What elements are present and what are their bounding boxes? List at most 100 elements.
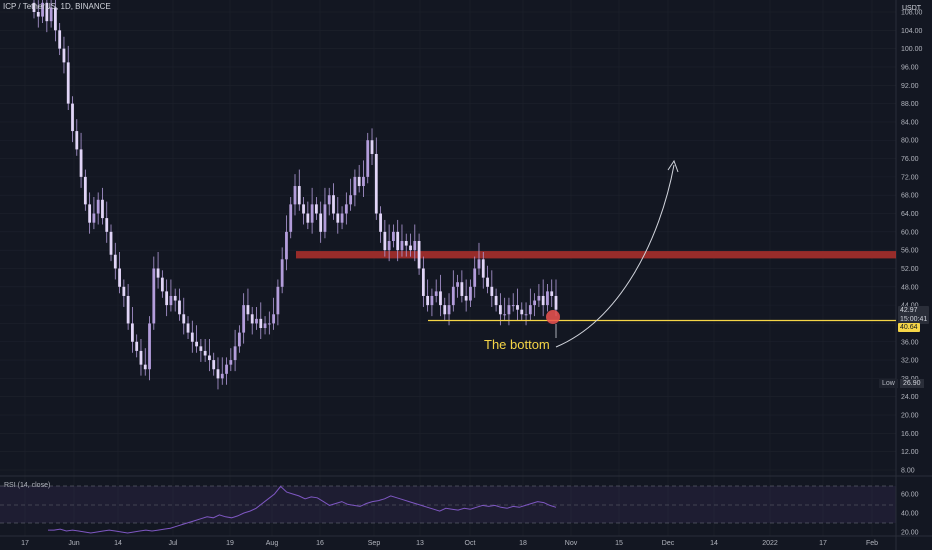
price-tick-label: 108.00 [901, 10, 923, 17]
candle-body [314, 204, 318, 214]
candle-body [267, 323, 271, 325]
candle-body [156, 268, 160, 278]
candle-body [460, 282, 464, 296]
candle-body [332, 195, 335, 214]
candle-body [233, 346, 237, 361]
candle-body [366, 140, 370, 177]
time-tick-label: 17 [819, 540, 827, 547]
candle-body [75, 131, 79, 150]
candle-body [302, 204, 305, 214]
time-tick-label: 13 [416, 540, 424, 547]
candle-body [336, 213, 340, 223]
candle-body [400, 241, 404, 251]
price-axis[interactable]: 8.0012.0016.0020.0024.0028.0032.0036.004… [901, 10, 923, 475]
candle-body [546, 291, 549, 306]
support-price-tag: 40.64 [898, 323, 920, 332]
candle-body [272, 314, 276, 324]
time-axis[interactable]: 17 Jun 14 Jul 19 Aug 16 Sep 13 Oct 18 Nov 15 Dec 14 202… [21, 540, 878, 547]
candle-body [511, 305, 515, 307]
price-tick-label: 100.00 [901, 46, 923, 53]
candle-body [263, 323, 267, 329]
price-tick-label: 32.00 [901, 358, 919, 365]
projection-arrow-head [667, 159, 679, 173]
candle-body [306, 213, 310, 223]
time-tick-label: 17 [21, 540, 29, 547]
candle-body [152, 268, 156, 324]
candle-body [396, 231, 400, 251]
candle-body [237, 332, 241, 347]
time-tick-label: 14 [710, 540, 718, 547]
rsi-indicator-label[interactable]: RSI (14, close) [4, 482, 51, 489]
candle-body [541, 295, 545, 306]
candle-body [486, 277, 489, 287]
candle-body [88, 204, 92, 223]
candle-body [276, 286, 280, 315]
rsi-axis: 60.00 40.00 20.00 [901, 492, 919, 537]
candle-body [131, 323, 134, 342]
candle-body [383, 231, 387, 251]
candle-body [533, 300, 537, 306]
price-tick-label: 56.00 [901, 248, 919, 255]
candle-body [340, 213, 344, 223]
candle-body [434, 291, 438, 296]
time-tick-label: Oct [465, 540, 476, 547]
rsi-tick-label: 20.00 [901, 530, 919, 537]
candle-body [498, 305, 502, 315]
candle-body [417, 241, 421, 269]
candle-body [259, 318, 263, 329]
price-tick-label: 68.00 [901, 193, 919, 200]
time-tick-label: Feb [866, 540, 878, 547]
low-value: 26.90 [900, 379, 924, 388]
time-tick-label: 2022 [762, 540, 778, 547]
candle-body [379, 213, 382, 232]
price-tick-label: 60.00 [901, 229, 919, 236]
candle-body [439, 291, 442, 306]
time-tick-label: 18 [519, 540, 527, 547]
candle-body [190, 332, 194, 342]
candle-body [297, 186, 301, 205]
bottom-annotation[interactable]: The bottom [484, 337, 550, 352]
candle-body [503, 314, 507, 316]
candle-body [421, 268, 425, 296]
candle-body [216, 369, 220, 379]
time-tick-label: 14 [114, 540, 122, 547]
candle-body [473, 268, 477, 287]
candle-body [36, 12, 40, 17]
candle-body [143, 364, 147, 370]
candle-body [45, 2, 49, 22]
candle-body [481, 259, 485, 278]
candle-body [135, 341, 139, 351]
candle-body [353, 176, 357, 196]
rsi-tick-label: 60.00 [901, 492, 919, 499]
low-label: Low [879, 379, 898, 388]
candle-body [430, 295, 434, 306]
candle-body [280, 259, 284, 287]
projection-arrow[interactable] [555, 164, 675, 348]
candle-body [469, 286, 472, 301]
price-tick-label: 76.00 [901, 156, 919, 163]
bottom-marker[interactable] [546, 310, 560, 324]
candle-body [250, 314, 254, 324]
rsi-tick-label: 40.00 [901, 511, 919, 518]
candle-body [186, 323, 190, 333]
price-tick-label: 88.00 [901, 101, 919, 108]
time-tick-label: 15 [615, 540, 623, 547]
candle-body [212, 360, 216, 370]
resistance-zone[interactable] [296, 251, 896, 259]
candle-body [208, 355, 211, 361]
candle-body [554, 295, 558, 310]
candle-body [148, 323, 151, 370]
candle-body [387, 241, 391, 251]
price-tick-label: 16.00 [901, 431, 919, 438]
candle-body [178, 300, 181, 315]
candle-body [195, 341, 198, 347]
candle-body [349, 195, 353, 205]
symbol-header[interactable]: ICP / TetherUS, 1D, BINANCE [3, 2, 111, 11]
candle-body [79, 149, 83, 177]
candle-body [344, 204, 348, 214]
candle-body [105, 218, 109, 232]
candle-body [516, 305, 519, 310]
price-tick-label: 64.00 [901, 211, 919, 218]
time-tick-label: Sep [368, 540, 381, 547]
